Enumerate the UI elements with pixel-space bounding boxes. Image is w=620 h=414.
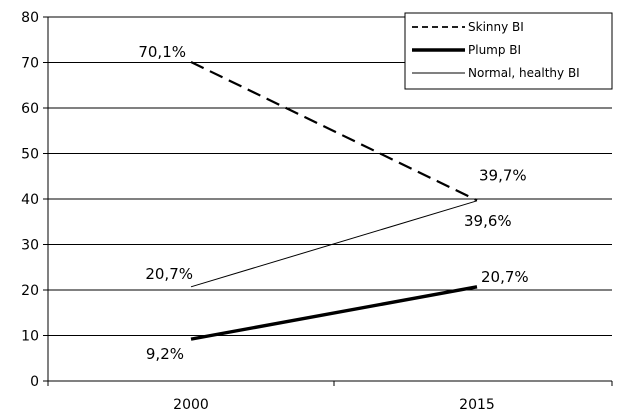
axes: 0 10 20 30 40 50 60 70 80 2000 2015: [21, 10, 613, 413]
legend-label-normal-healthy-bi: Normal, healthy BI: [468, 66, 580, 80]
y-tick-label-50: 50: [21, 147, 39, 163]
data-label-normal-healthy-bi-2000: 20,7%: [145, 265, 193, 283]
data-label-skinny-bi-2015: 39,7%: [479, 166, 527, 184]
data-labels: 70,1% 39,7% 9,2% 20,7% 20,7% 39,6%: [138, 43, 528, 363]
data-label-plump-bi-2015: 20,7%: [481, 268, 529, 286]
y-tick-label-20: 20: [21, 283, 39, 299]
series-line-normal-healthy-bi: [190, 200, 478, 288]
y-tick-label-0: 0: [30, 374, 39, 390]
data-label-skinny-bi-2000: 70,1%: [138, 43, 186, 61]
y-tick-label-40: 40: [21, 192, 39, 208]
series-line-plump-bi: [190, 285, 478, 341]
legend-label-skinny-bi: Skinny BI: [468, 20, 524, 34]
y-tick-label-60: 60: [21, 101, 39, 117]
x-tick-label-2015: 2015: [459, 397, 495, 413]
series-line-skinny-bi: [190, 61, 478, 202]
y-tick-label-10: 10: [21, 329, 39, 345]
y-tick-label-30: 30: [21, 238, 39, 254]
legend-label-plump-bi: Plump BI: [468, 43, 521, 57]
data-label-plump-bi-2000: 9,2%: [146, 345, 184, 363]
legend: Skinny BI Plump BI Normal, healthy BI: [404, 12, 613, 90]
series-lines: [190, 61, 478, 341]
y-tick-label-80: 80: [21, 10, 39, 26]
data-label-normal-healthy-bi-2015: 39,6%: [464, 212, 512, 230]
x-tick-label-2000: 2000: [173, 397, 209, 413]
y-tick-label-70: 70: [21, 56, 39, 72]
